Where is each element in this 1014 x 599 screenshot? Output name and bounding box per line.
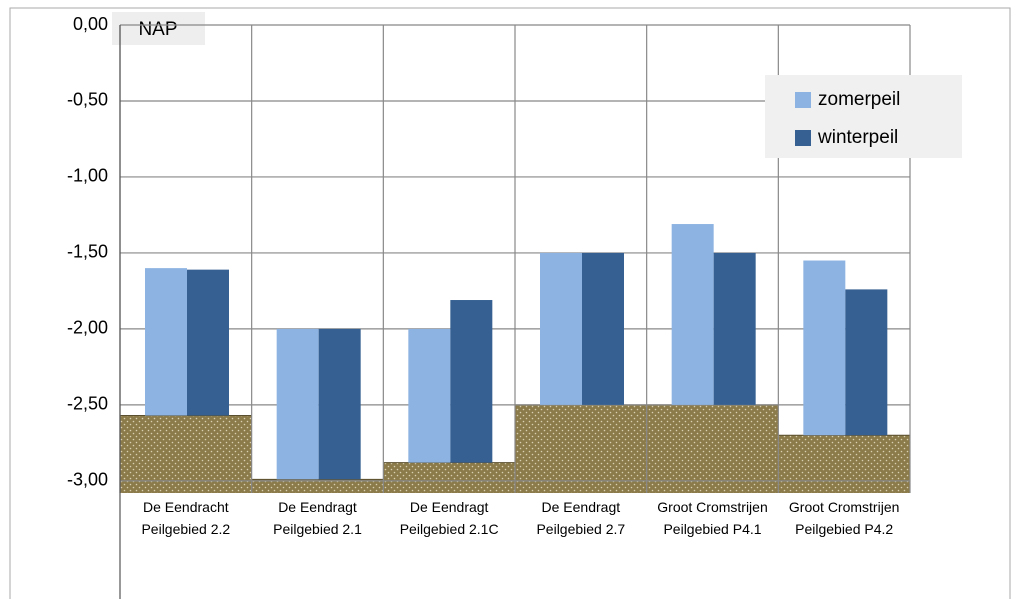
bar (276, 328, 319, 480)
ground-level (515, 404, 647, 493)
bar (713, 252, 756, 405)
x-tick-label: De Eendragt Peilgebied 2.1C (399, 499, 499, 537)
legend-swatch (795, 92, 811, 108)
ground-level (251, 479, 384, 493)
y-tick-label: -3,00 (67, 470, 108, 490)
legend-swatch (795, 130, 811, 146)
bar (450, 300, 493, 463)
ground-level (383, 462, 515, 493)
bar (671, 224, 714, 405)
bar (540, 252, 582, 405)
y-tick-label: -2,50 (67, 394, 108, 414)
bar (845, 289, 888, 436)
bar (318, 328, 361, 480)
legend-label: winterpeil (817, 127, 898, 148)
y-tick-label: 0,00 (73, 14, 108, 34)
axis-label: NAP (138, 19, 177, 40)
ground-level (120, 415, 252, 493)
ground-level (646, 404, 779, 493)
legend-label: zomerpeil (818, 89, 900, 110)
axis-label-box (112, 12, 205, 45)
bar (145, 268, 187, 416)
y-tick-label: -0,50 (67, 90, 108, 110)
y-tick-label: -2,00 (67, 318, 108, 338)
bar (187, 269, 229, 416)
x-tick-label: Groot Cromstrijen Peilgebied P4.1 (657, 499, 768, 537)
y-tick-label: -1,50 (67, 242, 108, 262)
ground-level (778, 435, 910, 493)
x-tick-label: De Eendracht Peilgebied 2.2 (141, 499, 231, 537)
bar (803, 260, 846, 436)
bar (408, 328, 451, 463)
x-tick-label: De Eendragt Peilgebied 2.7 (536, 499, 626, 537)
x-tick-label: Groot Cromstrijen Peilgebied P4.2 (788, 499, 900, 537)
chart-frame (9, 7, 1011, 599)
bar (582, 252, 624, 405)
x-tick-label: De Eendragt Peilgebied 2.1 (273, 499, 362, 537)
y-tick-label: -1,00 (67, 166, 108, 186)
